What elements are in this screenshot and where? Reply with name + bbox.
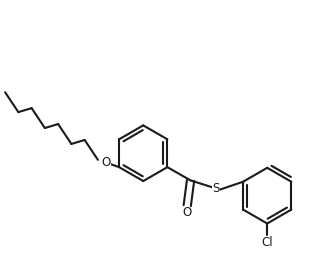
Text: Cl: Cl bbox=[261, 236, 273, 248]
Text: O: O bbox=[182, 206, 192, 219]
Text: O: O bbox=[101, 156, 110, 169]
Text: S: S bbox=[213, 181, 220, 194]
